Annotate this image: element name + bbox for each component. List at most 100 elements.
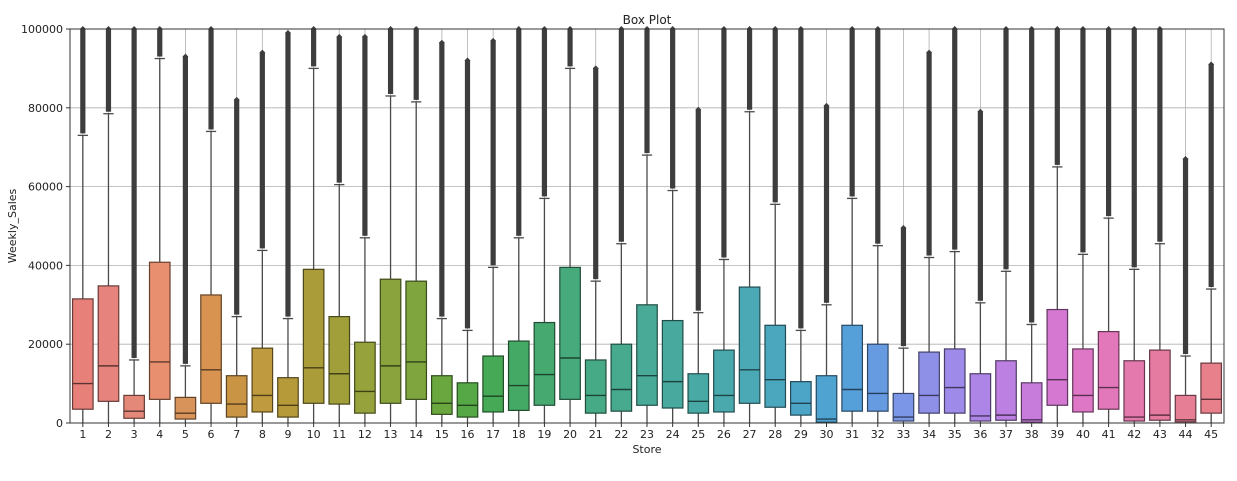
iqr-box bbox=[1123, 360, 1146, 422]
outliers bbox=[234, 99, 240, 315]
x-tick-label: 1 bbox=[79, 428, 86, 441]
iqr-box bbox=[482, 355, 504, 413]
x-tick-label: 7 bbox=[233, 428, 240, 441]
box-store-7 bbox=[225, 96, 248, 423]
iqr-box bbox=[430, 375, 453, 415]
x-tick-label: 6 bbox=[208, 428, 215, 441]
outliers bbox=[695, 109, 701, 311]
iqr-box bbox=[148, 261, 171, 400]
outliers bbox=[721, 29, 727, 258]
iqr-box bbox=[738, 286, 761, 404]
outliers bbox=[1080, 29, 1086, 253]
x-tick-label: 25 bbox=[691, 428, 705, 441]
iqr-box bbox=[302, 268, 325, 404]
x-tick-label: 5 bbox=[182, 428, 189, 441]
outlier-marker bbox=[823, 102, 830, 109]
iqr-box bbox=[713, 349, 735, 413]
box-store-45 bbox=[1200, 61, 1223, 423]
outliers bbox=[413, 29, 419, 100]
iqr-box bbox=[1097, 330, 1120, 410]
box-store-20 bbox=[559, 26, 581, 423]
x-tick-label: 26 bbox=[717, 428, 731, 441]
x-tick-label: 41 bbox=[1102, 428, 1116, 441]
box-store-35 bbox=[943, 26, 966, 423]
box-store-2 bbox=[97, 26, 120, 423]
iqr-box bbox=[841, 324, 864, 412]
iqr-box bbox=[661, 319, 684, 409]
outliers bbox=[439, 42, 445, 317]
outliers bbox=[336, 36, 342, 183]
chart-title: Box Plot bbox=[623, 13, 672, 27]
iqr-box bbox=[71, 298, 94, 410]
iqr-box bbox=[636, 304, 658, 406]
outlier-marker bbox=[926, 49, 933, 56]
iqr-box bbox=[379, 278, 402, 404]
box-store-25 bbox=[687, 106, 710, 423]
x-tick-label: 32 bbox=[871, 428, 885, 441]
box-store-1 bbox=[71, 26, 94, 423]
box-store-24 bbox=[661, 26, 684, 423]
x-tick-label: 4 bbox=[156, 428, 163, 441]
outliers bbox=[1208, 64, 1214, 288]
outliers bbox=[1157, 29, 1163, 242]
outliers bbox=[1003, 29, 1009, 270]
x-tick-label: 43 bbox=[1153, 428, 1167, 441]
outliers bbox=[311, 29, 317, 67]
x-tick-label: 34 bbox=[922, 428, 936, 441]
box-store-17 bbox=[482, 37, 504, 423]
x-tick-label: 37 bbox=[999, 428, 1013, 441]
y-axis: 0 20000 40000 60000 80000 100000 bbox=[21, 23, 70, 430]
iqr-box bbox=[995, 360, 1017, 421]
outlier-marker bbox=[695, 106, 702, 113]
x-tick-label: 45 bbox=[1204, 428, 1218, 441]
y-tick-label: 60000 bbox=[28, 181, 63, 194]
x-axis: 1 2 3 4 5 6 7 8 9 10 11 12 13 14 15 16 17 18 19 20 21 22 23 24 2… bbox=[79, 423, 1218, 441]
box-store-12 bbox=[354, 33, 376, 423]
y-tick-label: 0 bbox=[56, 417, 63, 430]
outliers bbox=[259, 52, 265, 249]
box-store-11 bbox=[328, 33, 351, 423]
box-layer bbox=[71, 26, 1223, 423]
iqr-box bbox=[610, 343, 633, 412]
x-tick-label: 31 bbox=[845, 428, 859, 441]
y-tick-label: 80000 bbox=[28, 102, 63, 115]
x-tick-label: 44 bbox=[1179, 428, 1193, 441]
outlier-marker bbox=[490, 37, 497, 44]
outlier-marker bbox=[900, 224, 907, 231]
outliers bbox=[670, 29, 676, 189]
x-tick-label: 38 bbox=[1025, 428, 1039, 441]
x-tick-label: 2 bbox=[105, 428, 112, 441]
iqr-box bbox=[764, 324, 787, 408]
iqr-box bbox=[815, 375, 838, 423]
outliers bbox=[900, 227, 907, 347]
x-tick-label: 39 bbox=[1050, 428, 1064, 441]
box-store-44 bbox=[1174, 156, 1197, 423]
box-store-38 bbox=[1020, 26, 1043, 423]
iqr-box bbox=[174, 396, 197, 420]
outliers bbox=[1054, 29, 1060, 165]
x-tick-label: 19 bbox=[537, 428, 551, 441]
box-store-19 bbox=[533, 26, 556, 423]
x-tick-label: 24 bbox=[666, 428, 680, 441]
outliers bbox=[798, 29, 804, 329]
iqr-box bbox=[584, 359, 607, 414]
outliers bbox=[1106, 29, 1112, 217]
outlier-marker bbox=[361, 33, 368, 40]
outlier-marker bbox=[1182, 156, 1189, 163]
iqr-box bbox=[1174, 394, 1197, 423]
x-tick-label: 20 bbox=[563, 428, 577, 441]
iqr-box bbox=[1020, 382, 1043, 423]
x-tick-label: 18 bbox=[512, 428, 526, 441]
box-store-13 bbox=[379, 26, 402, 423]
iqr-box bbox=[969, 373, 992, 422]
outliers bbox=[1029, 29, 1035, 323]
outliers bbox=[1131, 29, 1137, 268]
outliers bbox=[387, 29, 394, 94]
x-tick-label: 3 bbox=[131, 428, 138, 441]
box-store-15 bbox=[430, 39, 453, 423]
x-tick-label: 21 bbox=[589, 428, 603, 441]
iqr-box bbox=[354, 341, 376, 414]
outliers bbox=[926, 52, 932, 256]
box-store-41 bbox=[1097, 26, 1120, 423]
